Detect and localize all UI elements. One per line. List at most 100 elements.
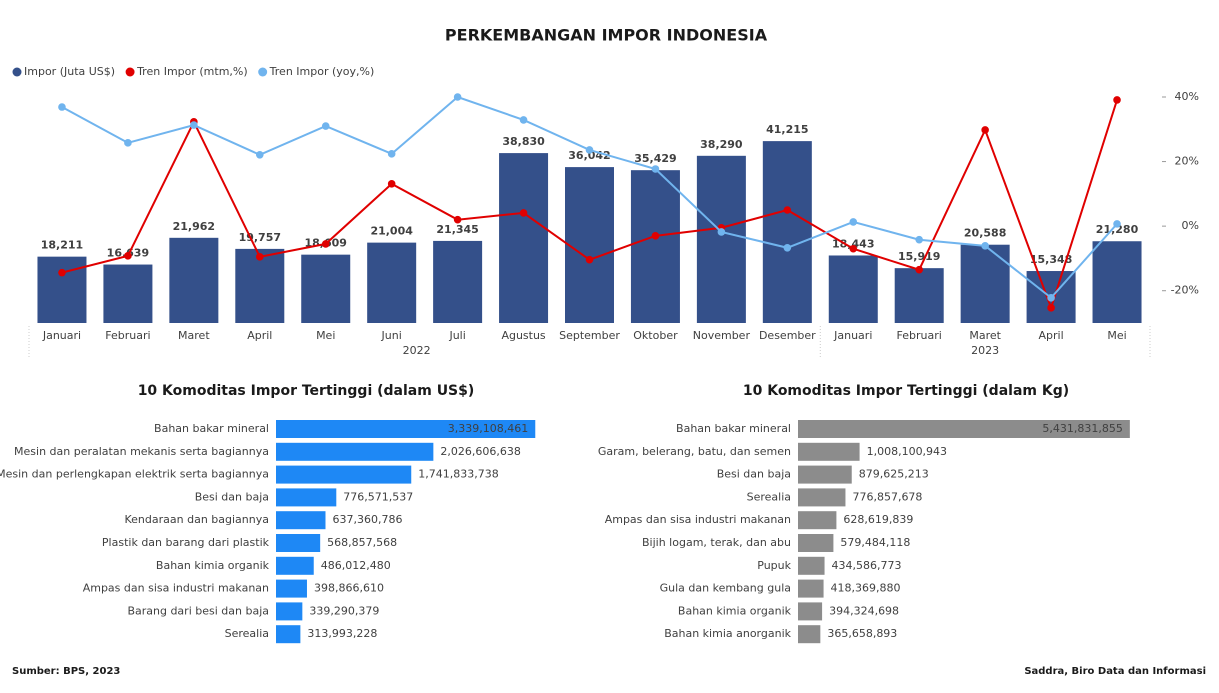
bar-value-label: 1,008,100,943 bbox=[867, 445, 947, 458]
x-tick-label: Agustus bbox=[501, 329, 545, 342]
group-label: 2023 bbox=[971, 344, 999, 357]
line-marker bbox=[387, 150, 396, 158]
bar-value-label: 38,830 bbox=[502, 135, 545, 148]
y2-tick-label: 20% bbox=[1175, 155, 1199, 168]
bar bbox=[762, 141, 812, 323]
category-label: Kendaraan dan bagiannya bbox=[125, 513, 270, 526]
group-label: 2022 bbox=[403, 344, 431, 357]
bar bbox=[276, 579, 307, 598]
legend-marker bbox=[12, 67, 22, 77]
bar-value-label: 339,290,379 bbox=[309, 604, 379, 617]
bar bbox=[433, 240, 483, 323]
bar-value-label: 19,757 bbox=[239, 231, 281, 244]
bar bbox=[367, 242, 417, 323]
x-tick-label: Desember bbox=[759, 329, 816, 342]
line-marker bbox=[717, 228, 726, 236]
bar-value-label: 21,004 bbox=[370, 225, 413, 238]
bar bbox=[798, 465, 852, 484]
legend-label: Impor (Juta US$) bbox=[24, 65, 115, 78]
category-label: Garam, belerang, batu, dan semen bbox=[598, 445, 791, 458]
category-label: Mesin dan perlengkapan elektrik serta ba… bbox=[0, 468, 269, 481]
bar-value-label: 2,026,606,638 bbox=[440, 445, 520, 458]
chart-title: 10 Komoditas Impor Tertinggi (dalam Kg) bbox=[743, 383, 1069, 399]
category-label: Bahan kimia anorganik bbox=[664, 627, 791, 640]
x-tick-label: Mei bbox=[1107, 329, 1126, 342]
x-tick-label: Februari bbox=[897, 329, 942, 342]
bar bbox=[696, 155, 746, 323]
x-tick-label: Juli bbox=[448, 329, 465, 342]
line-marker bbox=[519, 209, 528, 217]
bar-value-label: 579,484,118 bbox=[840, 536, 910, 549]
bar bbox=[798, 579, 824, 598]
category-label: Pupuk bbox=[757, 559, 791, 572]
bar-value-label: 38,290 bbox=[700, 138, 743, 151]
line-marker bbox=[981, 242, 989, 250]
category-label: Bahan bakar mineral bbox=[154, 422, 269, 435]
bar bbox=[499, 153, 549, 323]
bar-value-label: 637,360,786 bbox=[332, 513, 402, 526]
line-marker bbox=[124, 139, 132, 147]
bar-value-label: 21,962 bbox=[173, 220, 215, 233]
line-marker bbox=[651, 165, 660, 173]
line-marker bbox=[849, 218, 858, 226]
line-marker bbox=[1047, 304, 1055, 312]
bar-value-label: 434,586,773 bbox=[832, 559, 902, 572]
x-tick-label: Mei bbox=[316, 329, 335, 342]
line-marker bbox=[1113, 96, 1121, 104]
source-note: Sumber: BPS, 2023 bbox=[12, 666, 120, 677]
bar-value-label: 18,211 bbox=[41, 239, 83, 252]
line-marker bbox=[585, 146, 594, 154]
bar-value-label: 486,012,480 bbox=[321, 559, 391, 572]
bar bbox=[1092, 241, 1142, 323]
line-marker bbox=[255, 150, 264, 159]
line-marker bbox=[915, 265, 924, 274]
bar-value-label: 3,339,108,461 bbox=[448, 422, 528, 435]
bar-value-label: 568,857,568 bbox=[327, 536, 397, 549]
category-label: Gula dan kembang gula bbox=[660, 582, 791, 595]
x-tick-label: Maret bbox=[969, 329, 1001, 342]
bar-value-label: 20,588 bbox=[964, 227, 1006, 240]
category-label: Ampas dan sisa industri makanan bbox=[605, 513, 791, 526]
bar bbox=[828, 255, 878, 323]
x-tick-label: Januari bbox=[42, 329, 81, 342]
bar bbox=[276, 556, 314, 575]
bar-value-label: 15,919 bbox=[898, 250, 940, 263]
x-tick-label: Februari bbox=[105, 329, 150, 342]
x-tick-label: Januari bbox=[833, 329, 872, 342]
bar-value-label: 365,658,893 bbox=[827, 627, 897, 640]
line-marker bbox=[124, 252, 132, 260]
bar-value-label: 21,280 bbox=[1096, 223, 1139, 236]
line-marker bbox=[651, 232, 660, 240]
x-tick-label: April bbox=[247, 329, 272, 342]
x-tick-label: Juni bbox=[381, 329, 402, 342]
bar-value-label: 418,369,880 bbox=[831, 582, 901, 595]
bar bbox=[630, 170, 680, 323]
bar-value-label: 41,215 bbox=[766, 123, 808, 136]
bar-value-label: 5,431,831,855 bbox=[1042, 422, 1122, 435]
bar bbox=[37, 256, 87, 323]
category-label: Bahan bakar mineral bbox=[676, 422, 791, 435]
line-marker bbox=[321, 122, 330, 130]
line-marker bbox=[1047, 294, 1055, 302]
category-label: Ampas dan sisa industri makanan bbox=[83, 582, 269, 595]
x-tick-label: Oktober bbox=[633, 329, 678, 342]
bar bbox=[276, 465, 412, 484]
bar bbox=[235, 248, 285, 323]
category-label: Besi dan baja bbox=[717, 468, 791, 481]
category-label: Bahan kimia organik bbox=[678, 604, 792, 617]
line-marker bbox=[190, 121, 198, 129]
bar bbox=[798, 556, 825, 575]
category-label: Besi dan baja bbox=[195, 490, 269, 503]
bar-value-label: 1,741,833,738 bbox=[418, 468, 498, 481]
bar bbox=[798, 625, 821, 644]
bar bbox=[276, 420, 536, 438]
legend-marker bbox=[258, 67, 268, 77]
bar bbox=[894, 268, 944, 323]
bar-value-label: 21,345 bbox=[436, 223, 478, 236]
bar bbox=[798, 420, 1130, 438]
bar-value-label: 313,993,228 bbox=[307, 627, 377, 640]
line-marker bbox=[849, 244, 858, 253]
x-tick-label: September bbox=[559, 329, 620, 342]
bar bbox=[103, 264, 153, 323]
